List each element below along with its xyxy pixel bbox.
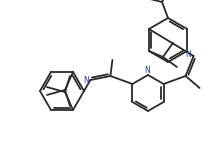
Text: N: N <box>144 65 150 75</box>
Text: N: N <box>186 50 191 58</box>
Text: N: N <box>84 75 89 84</box>
